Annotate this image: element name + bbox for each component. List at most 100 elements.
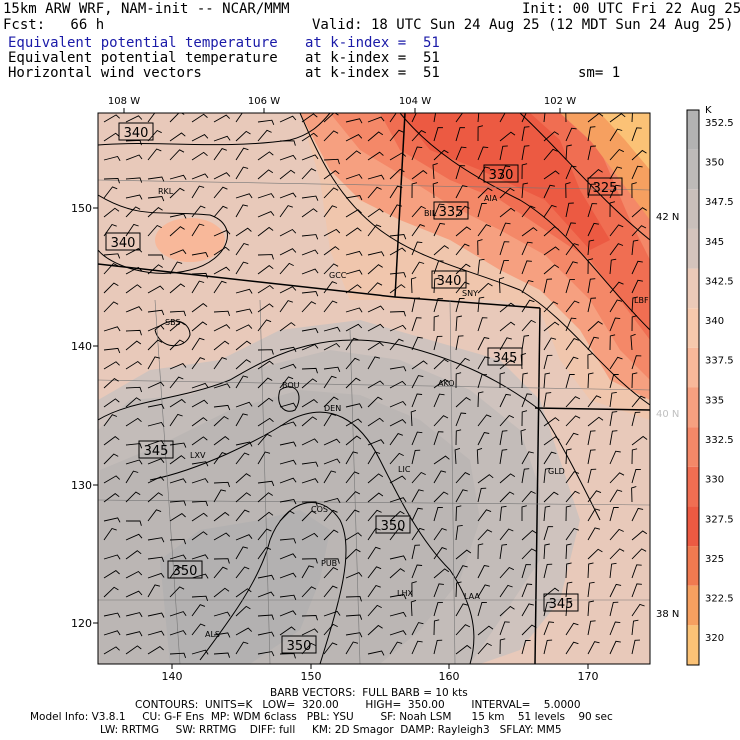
wind-barb [103, 263, 119, 275]
wind-barb [301, 501, 318, 507]
wind-barb [609, 148, 624, 161]
grid-x-ticks [171, 664, 589, 669]
wind-barb [147, 509, 162, 522]
wind-barb [609, 601, 619, 617]
wind-barb [521, 299, 535, 313]
wind-barb [125, 470, 139, 484]
wind-barb [169, 363, 187, 370]
wind-barb [433, 507, 443, 522]
wind-barb [433, 203, 445, 218]
wind-barb [257, 591, 275, 598]
wind-barb [543, 526, 554, 541]
wind-barb [410, 409, 417, 427]
colorbar-swatch [687, 189, 699, 229]
wind-barb [411, 564, 423, 579]
wind-barb [565, 317, 577, 332]
wind-barb [411, 471, 426, 484]
wind-barb [433, 415, 449, 427]
wind-barb [499, 638, 506, 655]
wind-barbs [103, 113, 648, 659]
wind-barb [147, 381, 165, 389]
wind-barb [609, 334, 616, 351]
wind-barb [235, 130, 251, 142]
wind-barb [257, 129, 272, 142]
wind-barb [609, 528, 624, 541]
wind-barb [543, 621, 555, 636]
wind-barb [323, 610, 341, 617]
wind-barb [565, 279, 575, 294]
wind-barb [279, 477, 297, 484]
wind-barb [543, 436, 560, 446]
wind-barb [543, 131, 559, 142]
wind-barb [323, 326, 341, 332]
wind-barb [521, 335, 530, 351]
wind-barb [631, 435, 648, 446]
wind-barb [631, 207, 647, 218]
wind-barb [125, 550, 142, 560]
colorbar: 352.5 350 347.5 345 342.5 340 337.5 335 332.5 330… [686, 109, 734, 666]
wind-barb [301, 558, 318, 564]
wind-barb [565, 182, 571, 199]
wind-barb [565, 562, 572, 579]
wind-barb [169, 442, 187, 448]
wind-barb [301, 168, 317, 180]
wind-barb [587, 183, 597, 199]
wind-barb [477, 258, 485, 275]
wind-barb [213, 229, 231, 237]
contour-label-box: 340 [431, 270, 467, 289]
station-label: SBS [165, 318, 181, 327]
wind-barb [169, 566, 184, 579]
wind-barb [125, 570, 143, 579]
wind-barb [433, 113, 437, 123]
wind-barb [125, 223, 139, 237]
wind-barb [169, 376, 184, 389]
wind-barb [345, 491, 361, 503]
colorbar-level-label: 350 [705, 157, 724, 168]
wind-barb [389, 338, 404, 351]
wind-barb [631, 469, 641, 484]
wind-barb [565, 581, 573, 598]
grid-y-ticks [93, 207, 98, 624]
smoothing-label: sm= 1 [578, 65, 621, 81]
wind-barb [609, 224, 624, 237]
wind-barb [499, 449, 508, 465]
wind-barb [587, 600, 594, 617]
wind-barb [587, 372, 594, 389]
contour-label: 350 [287, 639, 312, 654]
wind-barb [103, 207, 120, 218]
wind-barb [499, 260, 509, 275]
wind-barb [257, 528, 272, 541]
wind-barb [191, 573, 209, 579]
wind-barb [301, 478, 319, 484]
lat-label: 38 N [656, 609, 679, 620]
wind-barb [279, 553, 297, 560]
wind-barb [323, 623, 338, 636]
wind-barb [565, 300, 580, 313]
wind-barb [323, 366, 341, 372]
wind-barb [367, 492, 384, 503]
wind-barb [389, 247, 407, 256]
wind-barb [587, 297, 597, 313]
wind-barb [103, 414, 118, 427]
lon-label: 108 W [108, 96, 140, 107]
wind-barb [147, 584, 161, 598]
wind-barb [367, 396, 383, 408]
wind-barb [609, 113, 626, 123]
colorbar-swatch [687, 427, 699, 467]
wind-barb [432, 181, 439, 199]
contour-labels: 340 330 325 335 340 340 345 345 350 350 … [105, 122, 623, 654]
wind-barb [191, 531, 208, 541]
wind-barb [455, 412, 467, 427]
station-label: SNY [462, 289, 478, 298]
wind-barb [257, 397, 274, 408]
wind-barb [389, 419, 407, 427]
wind-barb [565, 641, 579, 655]
wind-barb [609, 472, 625, 484]
wind-barb [125, 590, 143, 598]
wind-barb [477, 125, 484, 142]
wind-barb [169, 478, 187, 484]
lon-label: 102 W [544, 96, 576, 107]
wind-barb [345, 337, 359, 351]
wind-barb [521, 583, 533, 598]
wind-barb [345, 209, 362, 218]
